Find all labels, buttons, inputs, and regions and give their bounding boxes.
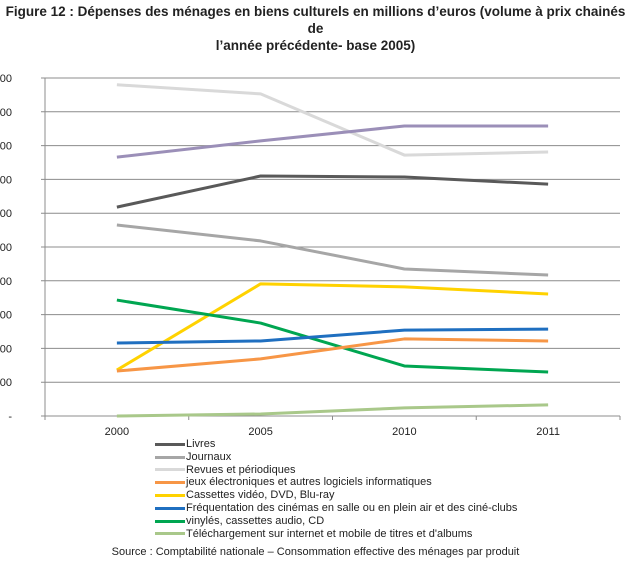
- legend-item: Journaux: [155, 451, 517, 464]
- series-line-8: [116, 124, 549, 159]
- legend-item: jeux électroniques et autres logiciels i…: [155, 476, 517, 489]
- legend-swatch: [155, 532, 185, 536]
- legend: Livres Journaux Revues et périodiques jeux…: [155, 438, 517, 540]
- legend-label: Téléchargement sur internet et mobile de…: [186, 527, 473, 540]
- legend-swatch: [155, 455, 185, 459]
- legend-label: Revues et périodiques: [186, 463, 296, 476]
- legend-item: vinylés, cassettes audio, CD: [155, 515, 517, 528]
- legend-label: Fréquentation des cinémas en salle ou en…: [186, 501, 518, 514]
- series-line-7: [116, 403, 549, 418]
- y-tick-label: 2 500: [0, 242, 12, 254]
- legend-swatch: [155, 506, 185, 510]
- y-tick-label: 3 500: [0, 174, 12, 186]
- y-tick-label: 1 500: [0, 310, 12, 322]
- legend-item: Cassettes vidéo, DVD, Blu-ray: [155, 489, 517, 502]
- x-tick-label: 2000: [105, 426, 129, 438]
- y-tick-label: 4 000: [0, 141, 12, 153]
- series-line-3: [116, 337, 549, 373]
- legend-label: Cassettes vidéo, DVD, Blu-ray: [186, 489, 335, 502]
- legend-swatch: [155, 494, 185, 498]
- y-tick-label: 5 000: [0, 73, 12, 85]
- legend-item: Téléchargement sur internet et mobile de…: [155, 528, 517, 541]
- legend-item: Revues et périodiques: [155, 464, 517, 477]
- y-tick-label: 1 000: [0, 343, 12, 355]
- y-tick-label: 3 000: [0, 208, 12, 220]
- series-line-5: [116, 327, 549, 345]
- line-chart: - 500 1 000 1 500 2 000 2 500 3 000 3 500 4 000 4…: [0, 73, 621, 438]
- y-tick-label: 500: [0, 377, 12, 389]
- source-note: Source : Comptabilité nationale – Consom…: [111, 546, 520, 558]
- y-tick-label: -: [8, 411, 12, 423]
- series-line-0: [116, 174, 549, 209]
- y-tick-label: 2 000: [0, 276, 12, 288]
- title-line-2: l’année précédente- base 2005): [215, 38, 416, 53]
- series-line-4: [116, 282, 549, 372]
- x-tick-label: 2005: [248, 426, 272, 438]
- y-tick-label: 4 500: [0, 107, 12, 119]
- legend-label: Journaux: [186, 450, 232, 463]
- series-line-2: [116, 83, 549, 157]
- legend-label: jeux électroniques et autres logiciels i…: [186, 476, 432, 489]
- legend-label: vinylés, cassettes audio, CD: [186, 514, 325, 527]
- chart-title: Figure 12 : Dépenses des ménages en bien…: [0, 3, 631, 54]
- title-line-1: Figure 12 : Dépenses des ménages en bien…: [5, 4, 626, 36]
- legend-item: Livres: [155, 438, 517, 451]
- legend-swatch: [155, 442, 185, 446]
- legend-swatch: [155, 519, 185, 523]
- legend-item: Fréquentation des cinémas en salle ou en…: [155, 502, 517, 515]
- series-line-1: [116, 223, 549, 277]
- legend-label: Livres: [186, 438, 216, 450]
- x-tick-label: 2011: [536, 426, 560, 438]
- series-line-6: [116, 298, 549, 374]
- legend-swatch: [155, 481, 185, 485]
- x-tick-label: 2010: [392, 426, 416, 438]
- legend-swatch: [155, 468, 185, 472]
